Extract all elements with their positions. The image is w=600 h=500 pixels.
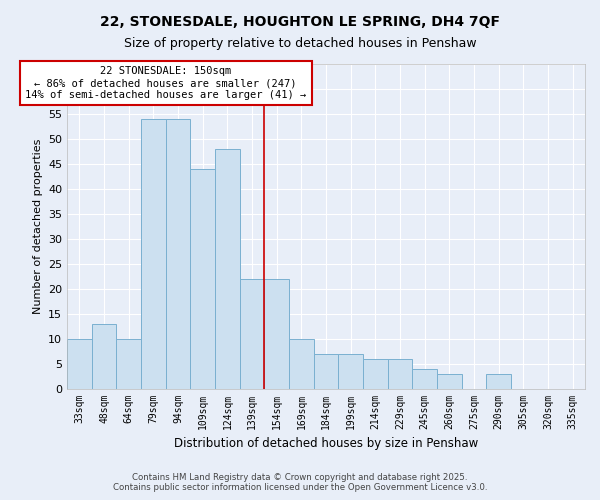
Bar <box>166 119 190 388</box>
X-axis label: Distribution of detached houses by size in Penshaw: Distribution of detached houses by size … <box>174 437 478 450</box>
Bar <box>363 358 388 388</box>
Text: 22, STONESDALE, HOUGHTON LE SPRING, DH4 7QF: 22, STONESDALE, HOUGHTON LE SPRING, DH4 … <box>100 15 500 29</box>
Y-axis label: Number of detached properties: Number of detached properties <box>32 138 43 314</box>
Bar <box>388 358 412 388</box>
Bar <box>190 169 215 388</box>
Bar <box>437 374 461 388</box>
Bar <box>240 278 265 388</box>
Bar <box>338 354 363 388</box>
Bar <box>487 374 511 388</box>
Bar <box>265 278 289 388</box>
Text: Size of property relative to detached houses in Penshaw: Size of property relative to detached ho… <box>124 38 476 51</box>
Bar <box>314 354 338 388</box>
Bar <box>141 119 166 388</box>
Bar <box>92 324 116 388</box>
Bar <box>215 149 240 388</box>
Bar <box>67 338 92 388</box>
Bar <box>289 338 314 388</box>
Text: 22 STONESDALE: 150sqm
← 86% of detached houses are smaller (247)
14% of semi-det: 22 STONESDALE: 150sqm ← 86% of detached … <box>25 66 307 100</box>
Bar <box>412 368 437 388</box>
Text: Contains HM Land Registry data © Crown copyright and database right 2025.
Contai: Contains HM Land Registry data © Crown c… <box>113 473 487 492</box>
Bar <box>116 338 141 388</box>
